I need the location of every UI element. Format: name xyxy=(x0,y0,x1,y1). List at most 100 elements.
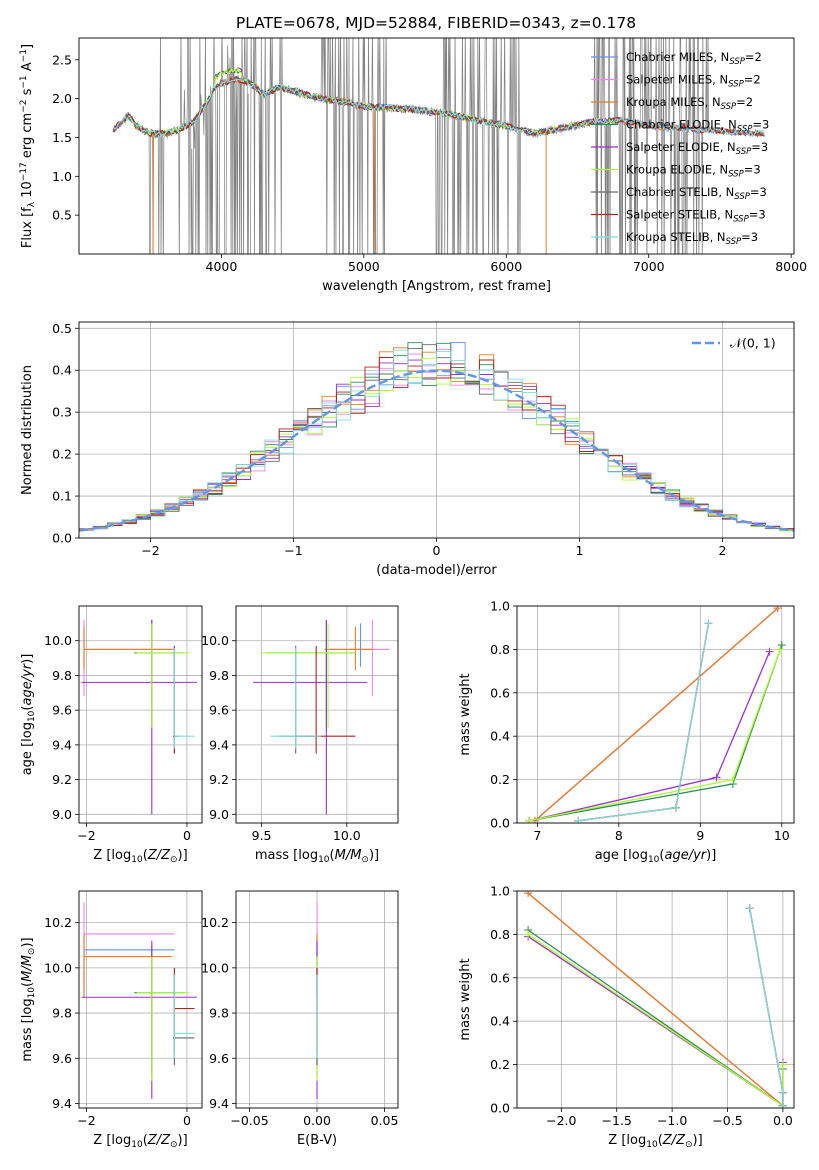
label-part: s xyxy=(20,88,35,99)
x-tick-label: 0 xyxy=(183,828,191,843)
label-part: )] xyxy=(20,654,35,664)
axes-frame xyxy=(78,890,203,1109)
legend-label-chabrier-stelib: Chabrier STELIB, NSSP=3 xyxy=(626,185,767,202)
weight-marker-salpeter-elodie xyxy=(712,773,721,782)
y-axis-label: mass [log10(M/M⊙)] xyxy=(20,937,37,1061)
weight-line-kroupa-elodie xyxy=(529,649,781,822)
x-tick-label: 10 xyxy=(774,828,790,843)
legend-eq: =3 xyxy=(749,208,766,222)
plot-area xyxy=(253,619,390,815)
label-part: age/yr xyxy=(664,848,707,863)
y-tick-label: 1.0 xyxy=(490,884,510,899)
x-tick-label: 0.05 xyxy=(371,1113,399,1128)
x-tick-label: 0.0 xyxy=(773,1113,793,1128)
weight-marker-kroupa-miles xyxy=(773,606,782,613)
y-tick-label: 0.6 xyxy=(490,970,510,985)
legend-label-salpeter-elodie: Salpeter ELODIE, NSSP=3 xyxy=(626,140,768,157)
label-part: Z [ xyxy=(608,1133,626,1148)
label-part: 10 xyxy=(20,181,35,198)
label-part: (data-model)/error xyxy=(376,563,497,578)
weight-marker-kroupa-elodie xyxy=(778,1060,787,1069)
label-part: age [ xyxy=(595,848,628,863)
axes-frame xyxy=(235,890,399,1109)
label-part: ⊙ xyxy=(685,1140,693,1150)
y-tick-label: 0.4 xyxy=(52,363,72,378)
legend-text: Chabrier ELODIE, N xyxy=(626,118,737,132)
legend-text: Salpeter STELIB, N xyxy=(626,208,733,222)
y-tick-label: 9.6 xyxy=(209,1051,229,1066)
label-part: age [ xyxy=(20,742,35,775)
label-part: M/M xyxy=(20,955,35,982)
y-tick-label: 9.4 xyxy=(209,1096,229,1111)
weight-marker-kroupa-elodie xyxy=(728,775,737,784)
y-tick-label: 1.5 xyxy=(52,130,72,145)
label-part: )] xyxy=(20,937,35,947)
legend-label-salpeter-stelib: Salpeter STELIB, NSSP=3 xyxy=(626,208,766,225)
label-part: log xyxy=(626,1133,646,1148)
legend-residuals: 𝒩(0, 1) xyxy=(692,336,776,351)
label-part: ⊙ xyxy=(170,1140,178,1150)
weight-marker-kroupa-miles xyxy=(524,891,533,898)
label-part: −1 xyxy=(19,75,29,88)
legend-text: Salpeter MILES, N xyxy=(626,73,728,87)
x-tick-label: 2 xyxy=(719,543,727,558)
label-part: 10 xyxy=(648,855,660,865)
label-part: 10 xyxy=(27,710,37,722)
y-tick-label: 0.4 xyxy=(490,1014,510,1029)
label-part: mass [ xyxy=(255,848,298,863)
x-axis-label: mass [log10(M/M⊙)] xyxy=(255,848,379,865)
weight-marker-kroupa-stelib xyxy=(704,619,713,628)
y-tick-label: 1.0 xyxy=(490,599,510,614)
weight-line-kroupa-stelib xyxy=(749,908,784,1106)
label-part: )] xyxy=(706,848,716,863)
y-tick-label: 9.0 xyxy=(209,807,229,822)
y-tick-label: 9.8 xyxy=(52,668,72,683)
label-part: λ xyxy=(27,201,37,207)
label-part: log xyxy=(111,848,131,863)
panel-age_vs_Z: −2 09.09.29.49.69.810.0Z [log10(Z/Z⊙)]age… xyxy=(20,605,203,865)
weight-line-salpeter-stelib xyxy=(578,623,710,822)
y-tick-label: 0.0 xyxy=(490,816,510,831)
x-tick-label: 5000 xyxy=(348,259,380,274)
label-part: Z/Z xyxy=(147,1133,171,1148)
weight-marker-kroupa-stelib xyxy=(671,803,680,812)
x-tick-label: 0 xyxy=(433,543,441,558)
legend-sub: SSP xyxy=(737,125,753,135)
x-tick-label: 4000 xyxy=(206,259,238,274)
label-part: E(B-V) xyxy=(297,1133,337,1148)
y-tick-label: 2.5 xyxy=(52,52,72,67)
label-part: log xyxy=(20,998,35,1018)
y-axis-label: mass weight xyxy=(458,958,473,1040)
panel-spectrum: 4000 5000 6000 7000 8000 0.5 1.0 1.5 2.0 2.5 wavel… xyxy=(19,37,807,294)
y-tick-label: 0.1 xyxy=(52,489,72,504)
figure-title: PLATE=0678, MJD=52884, FIBERID=0343, z=0… xyxy=(236,14,636,32)
panel-mass_vs_Z: −2 09.49.69.810.010.2Z [log10(Z/Z⊙)]mass … xyxy=(20,890,203,1150)
label-part: erg cm xyxy=(20,113,35,162)
x-tick-label: 10.0 xyxy=(333,828,361,843)
weight-line-kroupa-stelib xyxy=(578,623,710,822)
plot-area xyxy=(79,341,794,532)
y-tick-label: 9.8 xyxy=(209,668,229,683)
legend-label-kroupa-miles: Kroupa MILES, NSSP=2 xyxy=(626,95,753,112)
label-part: −17 xyxy=(19,162,29,181)
axes-frame xyxy=(235,605,399,824)
weight-line-kroupa-elodie xyxy=(527,933,784,1108)
legend-eq: =3 xyxy=(744,163,761,177)
y-tick-label: 0.5 xyxy=(52,208,72,223)
label-part: ⊙ xyxy=(361,855,369,865)
label-part: 10 xyxy=(646,1140,658,1150)
label-part: ( xyxy=(143,848,148,863)
x-tick-label: 0.00 xyxy=(303,1113,331,1128)
legend-text: Kroupa MILES, N xyxy=(626,95,721,109)
panel-mass_vs_EBV: −0.05 0.00 0.05 9.4 9.6 9.8 10.0 10.2 E(B-V) xyxy=(201,890,399,1148)
label-part: Flux [ xyxy=(20,212,35,248)
x-axis-label: (data-model)/error xyxy=(376,563,497,578)
label-part: 10 xyxy=(131,1140,143,1150)
legend-eq: =3 xyxy=(752,118,769,132)
y-tick-label: 9.6 xyxy=(209,703,229,718)
x-axis-label: wavelength [Angstrom, rest frame] xyxy=(322,279,551,294)
label-part: Z [ xyxy=(93,848,111,863)
